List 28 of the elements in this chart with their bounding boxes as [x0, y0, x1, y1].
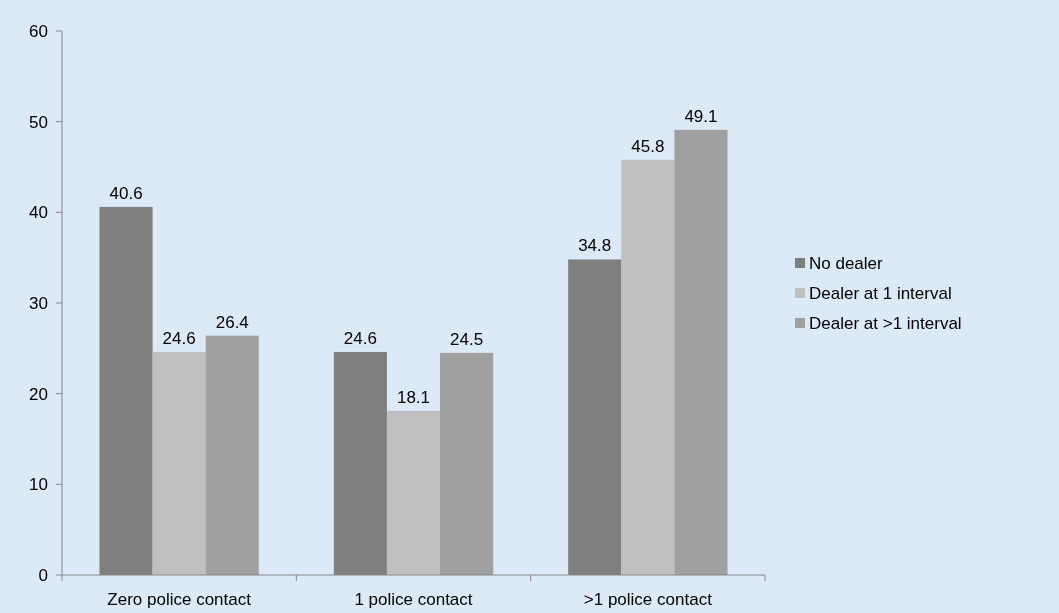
y-tick-label: 20	[29, 384, 48, 404]
bar	[674, 129, 728, 575]
data-label: 24.5	[450, 329, 484, 349]
x-tick-label: >1 police contact	[583, 590, 713, 609]
data-label: 40.6	[109, 183, 143, 203]
bar	[440, 352, 494, 575]
bar	[152, 351, 206, 575]
data-label: 24.6	[343, 328, 377, 348]
bar	[386, 410, 441, 575]
y-tick-label: 40	[29, 203, 48, 223]
data-label: 24.6	[162, 328, 196, 348]
data-label: 18.1	[396, 387, 431, 407]
bar	[621, 159, 675, 575]
data-label: 45.8	[631, 136, 665, 156]
legend-label: No dealer	[809, 253, 884, 273]
y-tick-label: 50	[29, 112, 48, 132]
y-tick-label: 60	[29, 21, 48, 41]
bar	[205, 335, 259, 575]
legend-label: Dealer at >1 interval	[809, 313, 962, 333]
data-label: 34.8	[578, 236, 612, 256]
y-tick-label: 0	[38, 565, 48, 585]
legend-label: Dealer at 1 interval	[809, 283, 952, 303]
y-tick-label: 30	[29, 293, 48, 313]
x-tick-label: Zero police contact	[107, 590, 252, 609]
x-tick-label: 1 police contact	[354, 590, 473, 609]
data-label: 49.1	[684, 106, 718, 126]
y-tick-label: 10	[29, 475, 48, 495]
data-label: 26.4	[215, 312, 249, 332]
